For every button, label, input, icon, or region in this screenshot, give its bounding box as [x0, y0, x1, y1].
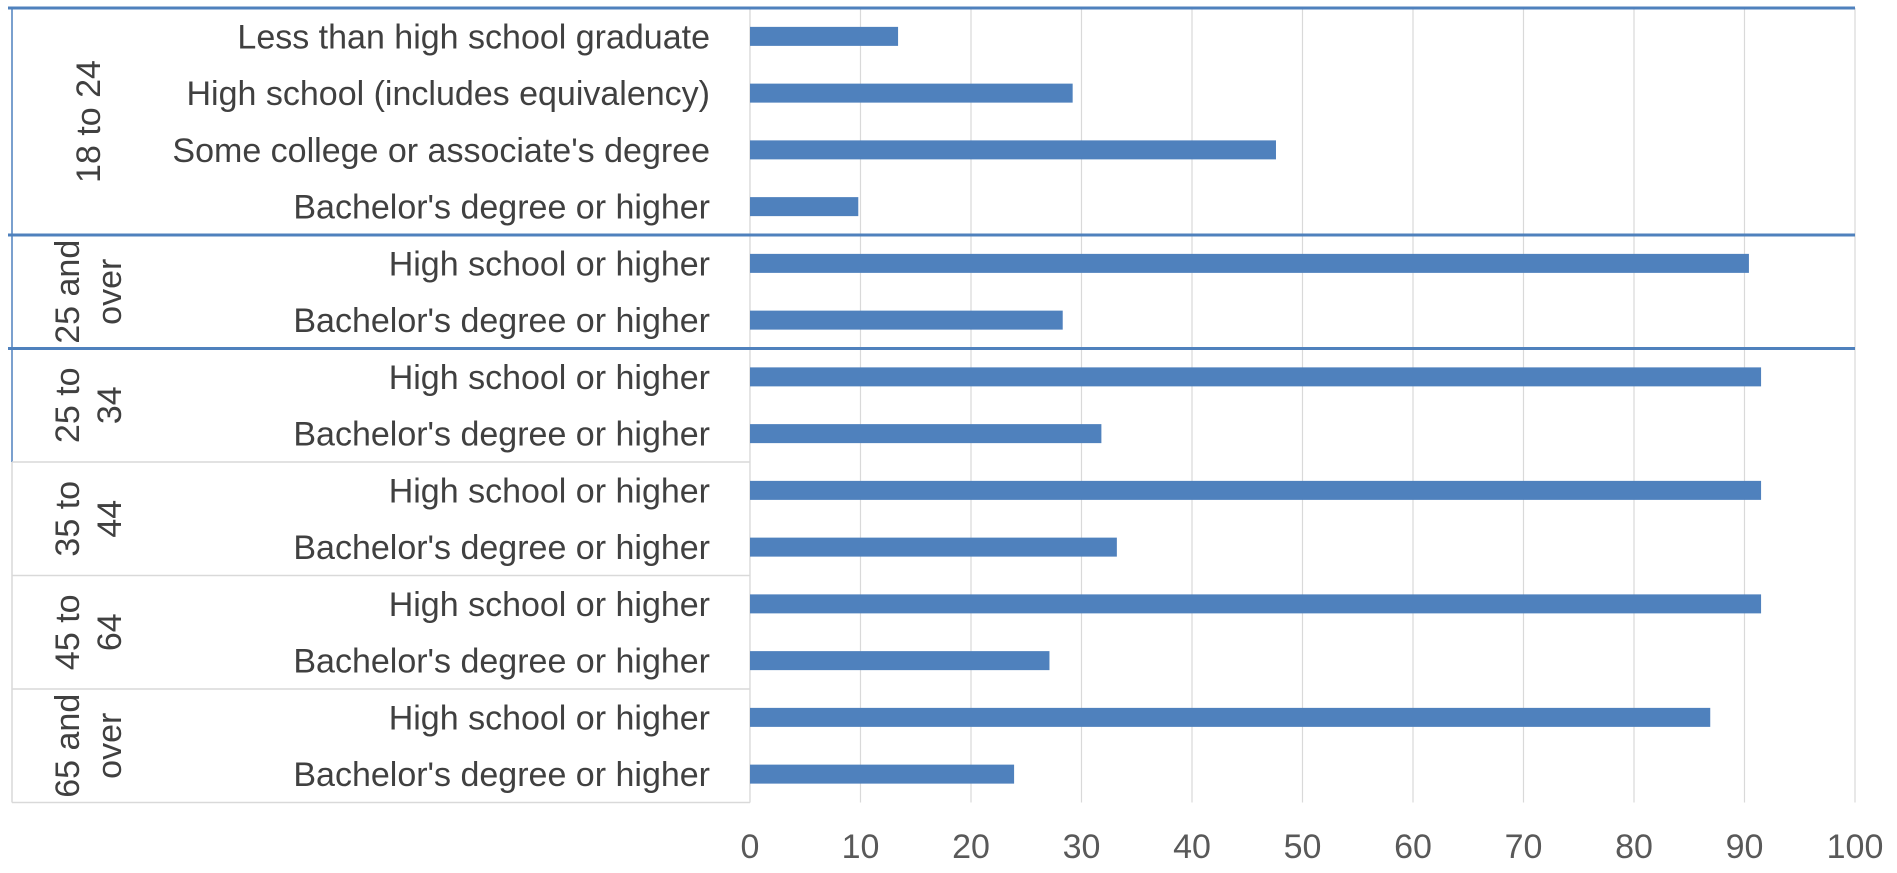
x-tick-label: 90 [1726, 828, 1764, 866]
category-label: High school (includes equivalency) [187, 75, 711, 113]
category-label: High school or higher [389, 699, 710, 737]
category-label: High school or higher [389, 472, 710, 510]
category-label: Bachelor's degree or higher [293, 416, 710, 454]
x-tick-label: 50 [1284, 828, 1322, 866]
bar [750, 83, 1073, 103]
category-label: Bachelor's degree or higher [293, 302, 710, 340]
x-tick-label: 60 [1394, 828, 1432, 866]
x-tick-label: 40 [1173, 828, 1211, 866]
category-label: Bachelor's degree or higher [293, 643, 710, 681]
gridlines [749, 8, 1856, 803]
category-label: High school or higher [389, 359, 710, 397]
bar [750, 197, 859, 217]
x-tick-label: 0 [741, 828, 760, 866]
bar [750, 480, 1762, 500]
group-label: 45 to 64 [49, 594, 129, 670]
category-label: Bachelor's degree or higher [293, 529, 710, 567]
bar [750, 424, 1102, 444]
category-label: Some college or associate's degree [172, 132, 710, 170]
group-label: 25 to 34 [49, 367, 129, 443]
bar [750, 367, 1762, 387]
category-label: High school or higher [389, 586, 710, 624]
group-label: 18 to 24 [70, 60, 108, 183]
category-label: Less than high school graduate [237, 18, 710, 56]
x-tick-label: 70 [1505, 828, 1543, 866]
x-tick-label: 80 [1615, 828, 1653, 866]
x-axis-tick-labels: 0 10 20 30 40 50 60 70 80 90 100 [741, 828, 1884, 866]
group-label: 25 and over [49, 240, 129, 344]
bar [750, 537, 1117, 557]
x-tick-label: 100 [1827, 828, 1884, 866]
bar [750, 764, 1015, 784]
bars [750, 26, 1762, 784]
category-label: Bachelor's degree or higher [293, 189, 710, 227]
x-tick-label: 20 [952, 828, 990, 866]
category-label: Bachelor's degree or higher [293, 756, 710, 794]
group-label: 35 to 44 [49, 481, 129, 557]
group-separators [8, 6, 1855, 804]
bar [750, 707, 1711, 727]
bar [750, 594, 1762, 614]
bar [750, 310, 1063, 330]
x-tick-label: 30 [1063, 828, 1101, 866]
bar [750, 26, 899, 46]
x-tick-label: 10 [842, 828, 880, 866]
bar [750, 140, 1276, 160]
group-labels: 18 to 24 25 and over 25 to 34 35 to 44 45 to 64 6… [49, 60, 129, 798]
group-label: 65 and over [49, 694, 129, 798]
category-label: High school or higher [389, 245, 710, 283]
category-labels: Less than high school graduate High schoo… [172, 18, 710, 794]
bar [750, 651, 1050, 671]
bar [750, 253, 1749, 273]
